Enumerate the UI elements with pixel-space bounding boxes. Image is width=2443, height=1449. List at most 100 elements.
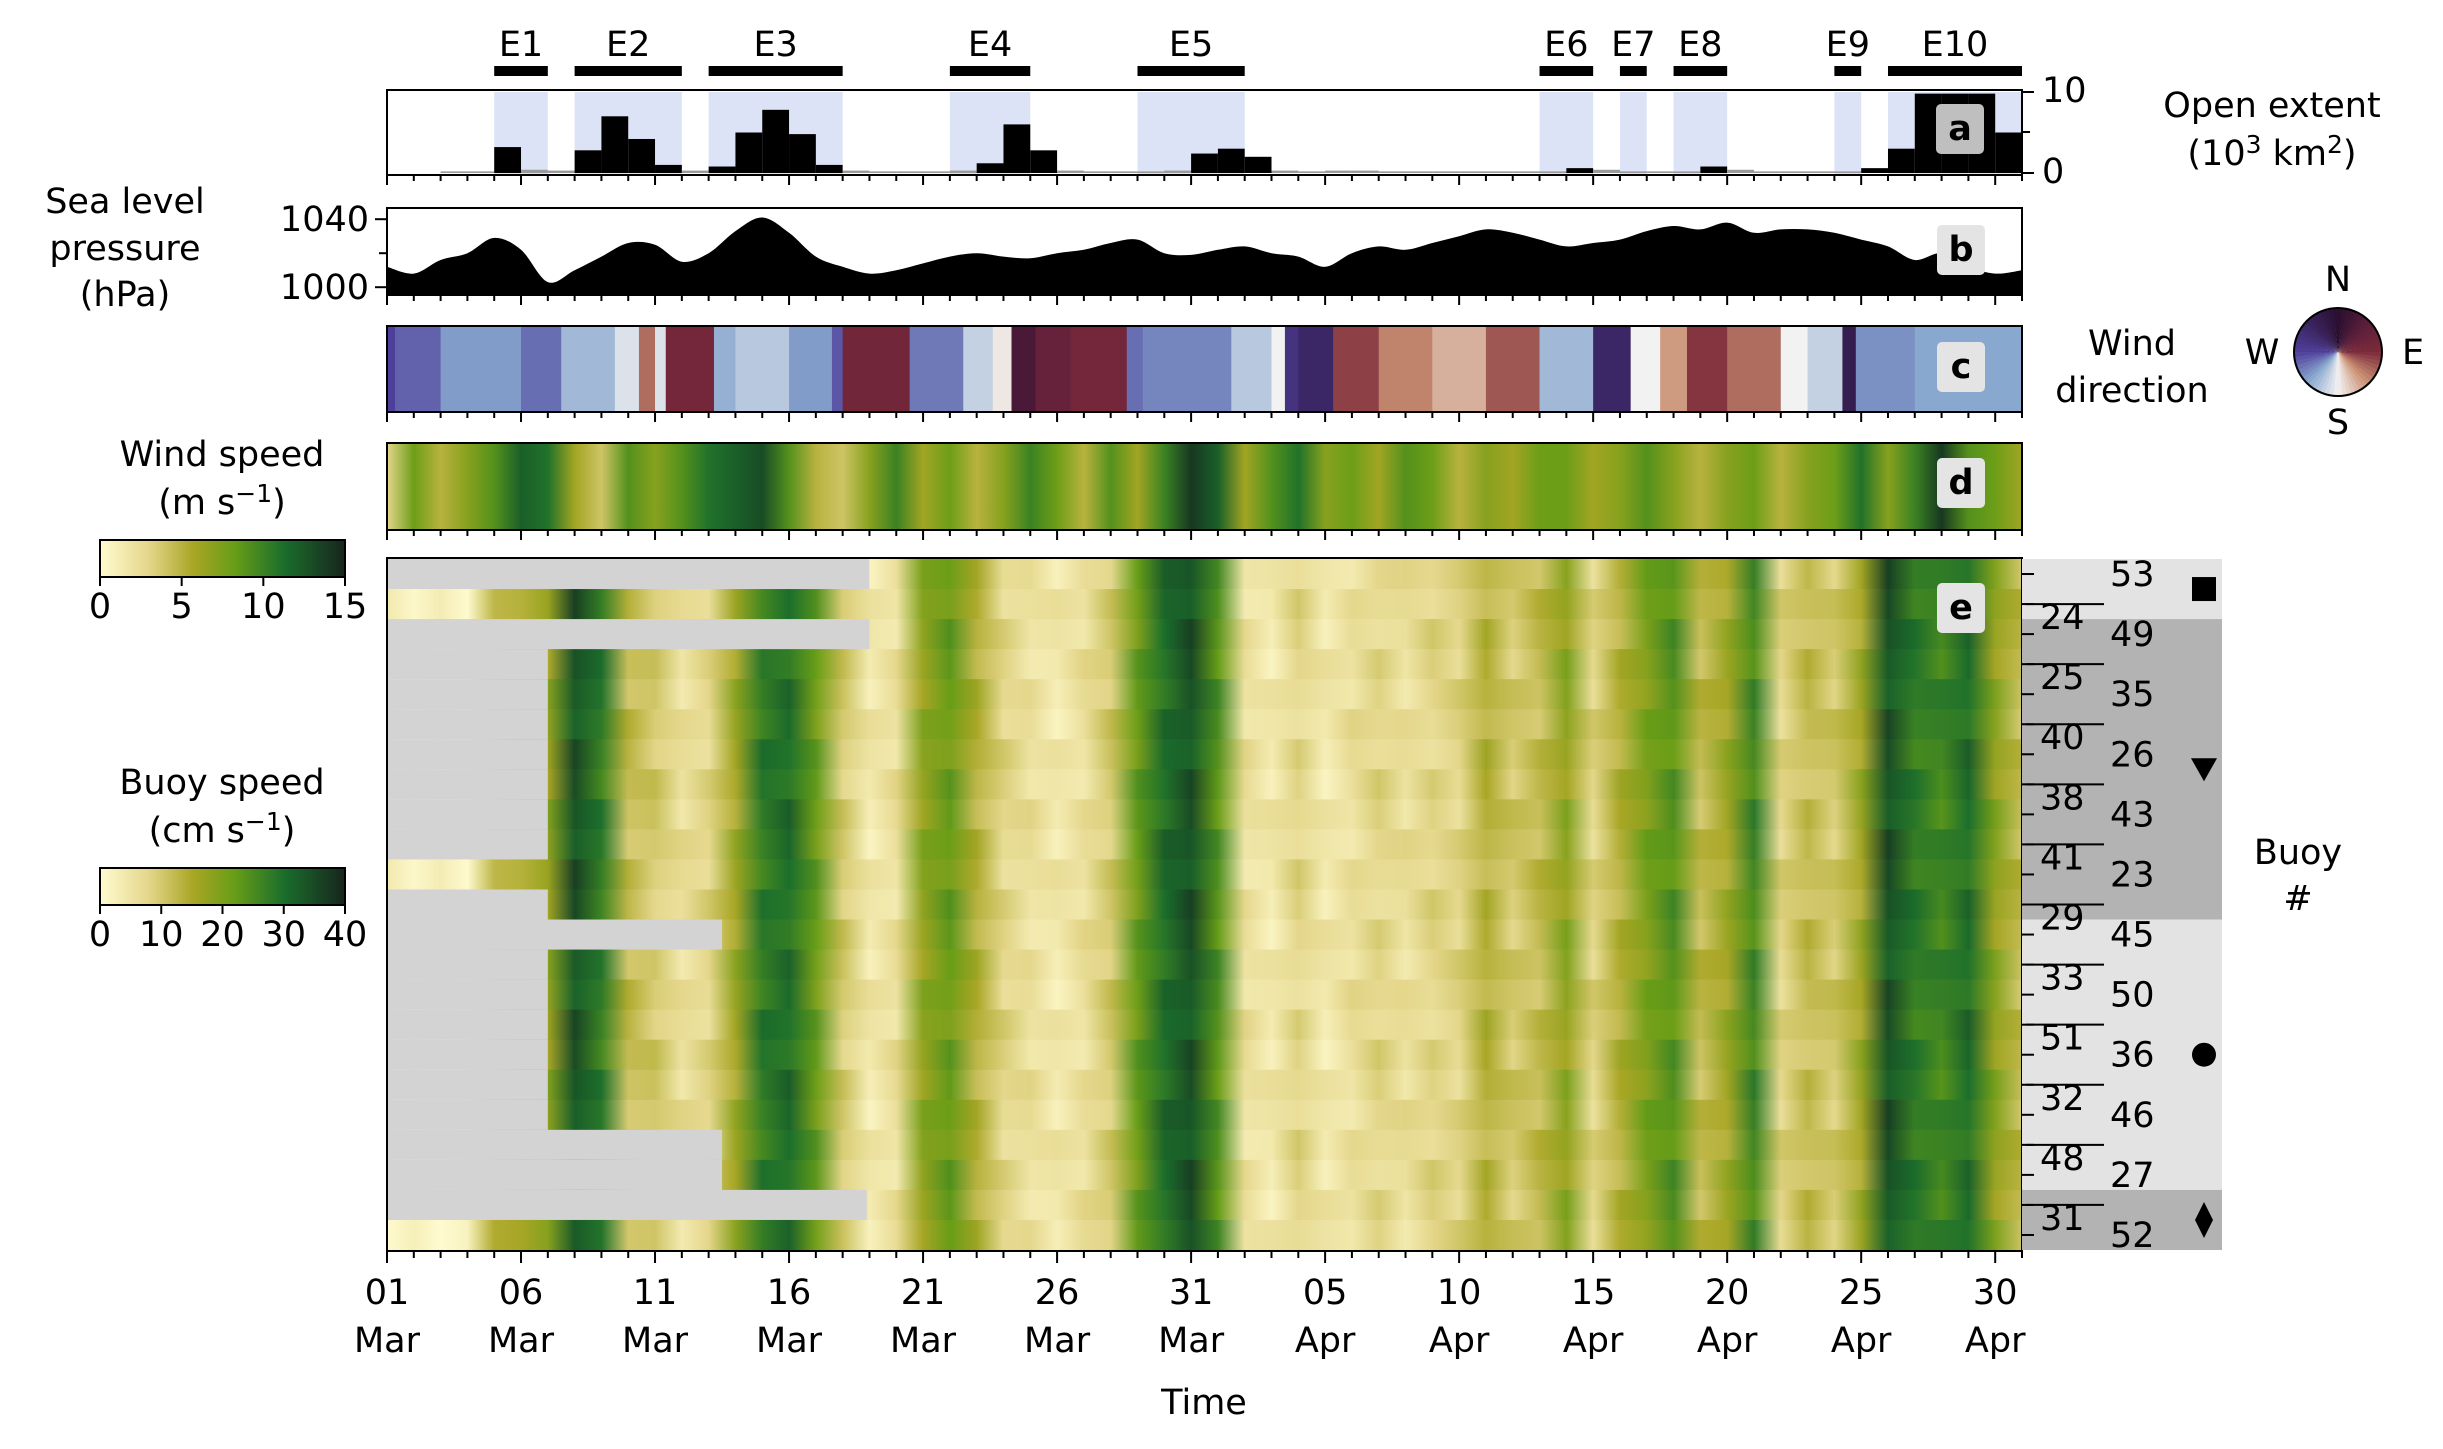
- missing-data: [387, 1189, 867, 1221]
- wind-speed-colorbar: Wind speed (m s−1) 0 5 10 15: [89, 435, 367, 627]
- compass-wheel: [2293, 307, 2383, 397]
- compass-sector: [2338, 352, 2356, 394]
- missing-data: [387, 769, 548, 800]
- x-tick-day: 10: [1437, 1273, 1482, 1313]
- compass-sector: [2299, 325, 2338, 352]
- circle-marker-icon: [2192, 1042, 2216, 1067]
- open-extent-bar: [1325, 170, 1352, 173]
- compass-sector: [2297, 352, 2338, 374]
- x-tick-day: 31: [1169, 1273, 1214, 1313]
- wind-direction-segment: [1284, 327, 1299, 411]
- wind-direction-segment: [1842, 327, 1857, 411]
- event-bar: [574, 66, 682, 76]
- open-extent-bar: [494, 147, 522, 173]
- buoy-label: 35: [2110, 675, 2155, 715]
- open-extent-bar: [1057, 170, 1084, 173]
- buoy-row: [387, 649, 2022, 680]
- wind-direction-segment: [842, 327, 911, 411]
- wind-speed-label: Wind speed: [120, 435, 325, 475]
- wind-direction-segment: [963, 327, 994, 411]
- compass-sector: [2302, 322, 2338, 352]
- panel-label-e: e: [1949, 588, 1973, 628]
- open-extent-bar: [1378, 171, 1406, 173]
- missing-data: [387, 649, 548, 680]
- x-tick-month: Apr: [1295, 1321, 1356, 1361]
- x-tick-day: 30: [1973, 1273, 2018, 1313]
- open-extent-bar: [1298, 171, 1326, 173]
- compass-sector: [2338, 313, 2365, 352]
- x-tick-day: 01: [365, 1273, 410, 1313]
- compass-sector: [2338, 352, 2379, 375]
- open-extent-bar: [1083, 171, 1111, 173]
- event-label: E6: [1544, 25, 1588, 65]
- open-extent-bar: [869, 171, 897, 173]
- panel-d-frame: [386, 442, 2023, 531]
- buoy-row: [387, 589, 2022, 620]
- open-extent-bar: [521, 169, 548, 173]
- wind-direction-segment: [1070, 327, 1128, 411]
- compass-sector: [2338, 352, 2360, 393]
- panel-c: Wind direction N S W E c: [386, 260, 2424, 443]
- unit-superscript: 3: [2246, 130, 2262, 159]
- event-bar: [1619, 66, 1647, 76]
- open-extent-bar: [949, 170, 977, 173]
- missing-data: [387, 1099, 548, 1131]
- panel-b-ytick-label: 1000: [280, 268, 369, 308]
- compass-sector: [2320, 310, 2338, 352]
- buoy-label: 53: [2110, 555, 2155, 595]
- compass-sector: [2338, 352, 2371, 385]
- open-extent-bar: [1432, 171, 1460, 173]
- wind-direction-segment: [1727, 327, 1782, 411]
- wind-direction-segment: [1485, 327, 1541, 411]
- buoy-row: [387, 1009, 2022, 1041]
- compass-sector: [2297, 329, 2338, 352]
- buoy-row: [387, 1219, 2022, 1251]
- missing-data: [387, 1129, 723, 1161]
- buoy-label: 50: [2110, 976, 2155, 1016]
- open-extent-bar: [1673, 171, 1701, 173]
- compass-sector: [2338, 330, 2379, 352]
- buoy-row: [387, 829, 2022, 860]
- compass-sector: [2324, 352, 2338, 396]
- event-label: E4: [968, 25, 1012, 65]
- x-tick-month: Apr: [1831, 1321, 1892, 1361]
- event-label: E3: [753, 25, 797, 65]
- wind-colorbar-bar: [99, 539, 346, 578]
- missing-data: [387, 919, 723, 951]
- open-extent-bar: [681, 170, 709, 173]
- compass-sector: [2338, 352, 2380, 371]
- buoy-row: [387, 1099, 2022, 1131]
- compass-sector: [2308, 316, 2338, 352]
- buoy-row: [387, 889, 2022, 921]
- compass-e: E: [2402, 333, 2424, 373]
- buoy-labels: 53 24 49 25 35 40 26 38 43 41 23 29 45 33 50 51 36 32 46 48…: [2022, 555, 2155, 1256]
- panel-label-a: a: [1948, 109, 1972, 149]
- x-tick-month: Apr: [1697, 1321, 1758, 1361]
- buoy-row: [387, 799, 2022, 830]
- missing-data: [387, 889, 548, 921]
- x-tick-day: 06: [499, 1273, 544, 1313]
- buoy-label: 52: [2110, 1216, 2155, 1256]
- event-label: E7: [1611, 25, 1655, 65]
- buoy-label: 45: [2110, 916, 2155, 956]
- compass-sector: [2338, 316, 2368, 352]
- wind-direction-segment: [1630, 327, 1661, 411]
- compass-sector: [2338, 338, 2382, 352]
- pressure-ylabel: (hPa): [80, 275, 170, 315]
- compass-sector: [2312, 313, 2338, 352]
- buoy-label: 46: [2110, 1096, 2155, 1136]
- wind-direction-segment: [1333, 327, 1380, 411]
- compass-sector: [2294, 352, 2338, 366]
- wind-direction-segment: [655, 327, 667, 411]
- compass-sector: [2311, 352, 2338, 391]
- compass-sector: [2338, 347, 2383, 353]
- colorbar-tick-label: 0: [89, 587, 111, 627]
- buoy-axis-label: Buoy: [2254, 833, 2342, 873]
- event-shade: [1539, 92, 1594, 174]
- wind-direction-segment: [1271, 327, 1286, 411]
- buoy-group-band: [2022, 1189, 2222, 1250]
- event-shade: [1619, 92, 1647, 174]
- x-tick-day: 20: [1705, 1273, 1750, 1313]
- triangle-marker-icon: [2191, 758, 2217, 782]
